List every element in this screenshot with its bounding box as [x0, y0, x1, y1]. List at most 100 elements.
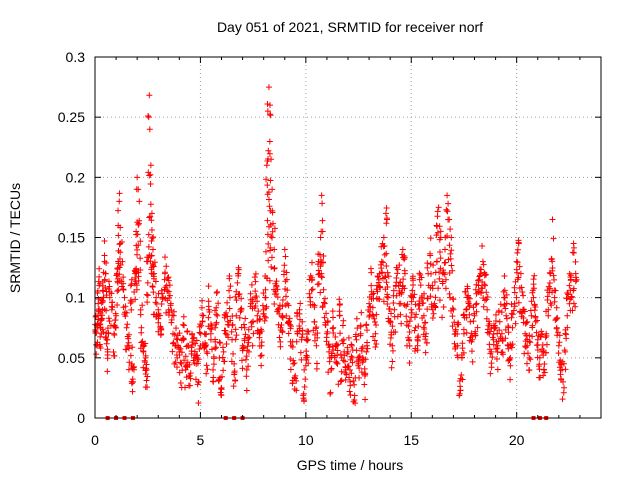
- data-point: [266, 277, 273, 284]
- data-point: [134, 174, 141, 181]
- data-point: [114, 302, 121, 309]
- data-point: [439, 314, 446, 321]
- data-point: [111, 331, 118, 338]
- data-point: [283, 312, 290, 319]
- data-point: [115, 286, 122, 293]
- data-point: [244, 343, 251, 350]
- data-point: [446, 242, 453, 249]
- data-point: [268, 254, 275, 261]
- data-point: [229, 321, 236, 328]
- data-point: [216, 339, 223, 346]
- data-point: [432, 294, 439, 301]
- data-point: [458, 372, 465, 379]
- data-point: [551, 298, 558, 305]
- data-point: [467, 318, 474, 325]
- data-point: [483, 296, 490, 303]
- data-point: [368, 282, 375, 289]
- data-point: [96, 265, 103, 272]
- data-point: [287, 366, 294, 373]
- data-point: [223, 331, 230, 338]
- data-point: [243, 373, 250, 380]
- data-point: [243, 353, 250, 360]
- data-point: [249, 342, 256, 349]
- data-point: [373, 295, 380, 302]
- data-point: [499, 351, 506, 358]
- data-point: [357, 332, 364, 339]
- data-point: [301, 366, 308, 373]
- data-point: [383, 250, 390, 257]
- data-point: [553, 316, 560, 323]
- data-point: [381, 243, 388, 250]
- data-point: [459, 376, 466, 383]
- data-point: [470, 318, 477, 325]
- data-point: [570, 300, 577, 307]
- data-point: [147, 162, 154, 169]
- data-point: [557, 371, 564, 378]
- data-point: [359, 344, 366, 351]
- data-point: [460, 312, 467, 319]
- data-point: [549, 267, 556, 274]
- data-point: [148, 210, 155, 217]
- data-point: [477, 289, 484, 296]
- x-tick-label: 0: [91, 432, 99, 448]
- data-point: [446, 216, 453, 223]
- data-point: [553, 304, 560, 311]
- data-point: [463, 314, 470, 321]
- data-point: [271, 265, 278, 272]
- data-point: [240, 344, 247, 351]
- data-point: [104, 368, 111, 375]
- data-point: [116, 190, 123, 197]
- data-point: [481, 281, 488, 288]
- data-point: [523, 319, 530, 326]
- data-point: [117, 262, 124, 269]
- x-tick-label: 15: [403, 432, 419, 448]
- data-point: [240, 321, 247, 328]
- data-point: [390, 329, 397, 336]
- data-point: [144, 299, 151, 306]
- data-point: [262, 294, 269, 301]
- data-point: [258, 362, 265, 369]
- data-point: [231, 371, 238, 378]
- data-point: [329, 308, 336, 315]
- data-point: [507, 362, 514, 369]
- data-point: [337, 351, 344, 358]
- data-point: [469, 358, 476, 365]
- data-point: [230, 383, 237, 390]
- data-point: [279, 329, 286, 336]
- data-point: [377, 284, 384, 291]
- data-point: [109, 304, 116, 311]
- data-point: [464, 283, 471, 290]
- data-point: [142, 365, 149, 372]
- data-point: [520, 292, 527, 299]
- data-point: [234, 279, 241, 286]
- data-point: [444, 192, 451, 199]
- data-point: [104, 336, 111, 343]
- data-point: [353, 347, 360, 354]
- data-point: [372, 330, 379, 337]
- data-point: [358, 309, 365, 316]
- data-point: [142, 384, 149, 391]
- data-point: [457, 383, 464, 390]
- data-point: [282, 293, 289, 300]
- data-point: [406, 360, 413, 367]
- data-point: [163, 282, 170, 289]
- data-point: [433, 258, 440, 265]
- data-point: [227, 283, 234, 290]
- data-point: [220, 367, 227, 374]
- data-point: [281, 246, 288, 253]
- data-point: [264, 217, 271, 224]
- data-point: [304, 354, 311, 361]
- data-point: [272, 280, 279, 287]
- data-point: [257, 315, 264, 322]
- data-point: [286, 315, 293, 322]
- data-point: [520, 315, 527, 322]
- data-point: [447, 226, 454, 233]
- data-point: [265, 147, 272, 154]
- data-point: [382, 210, 389, 217]
- data-point: [347, 382, 354, 389]
- data-point: [235, 291, 242, 298]
- data-point: [388, 310, 395, 317]
- data-point: [242, 356, 249, 363]
- data-point: [213, 311, 220, 318]
- data-point: [393, 274, 400, 281]
